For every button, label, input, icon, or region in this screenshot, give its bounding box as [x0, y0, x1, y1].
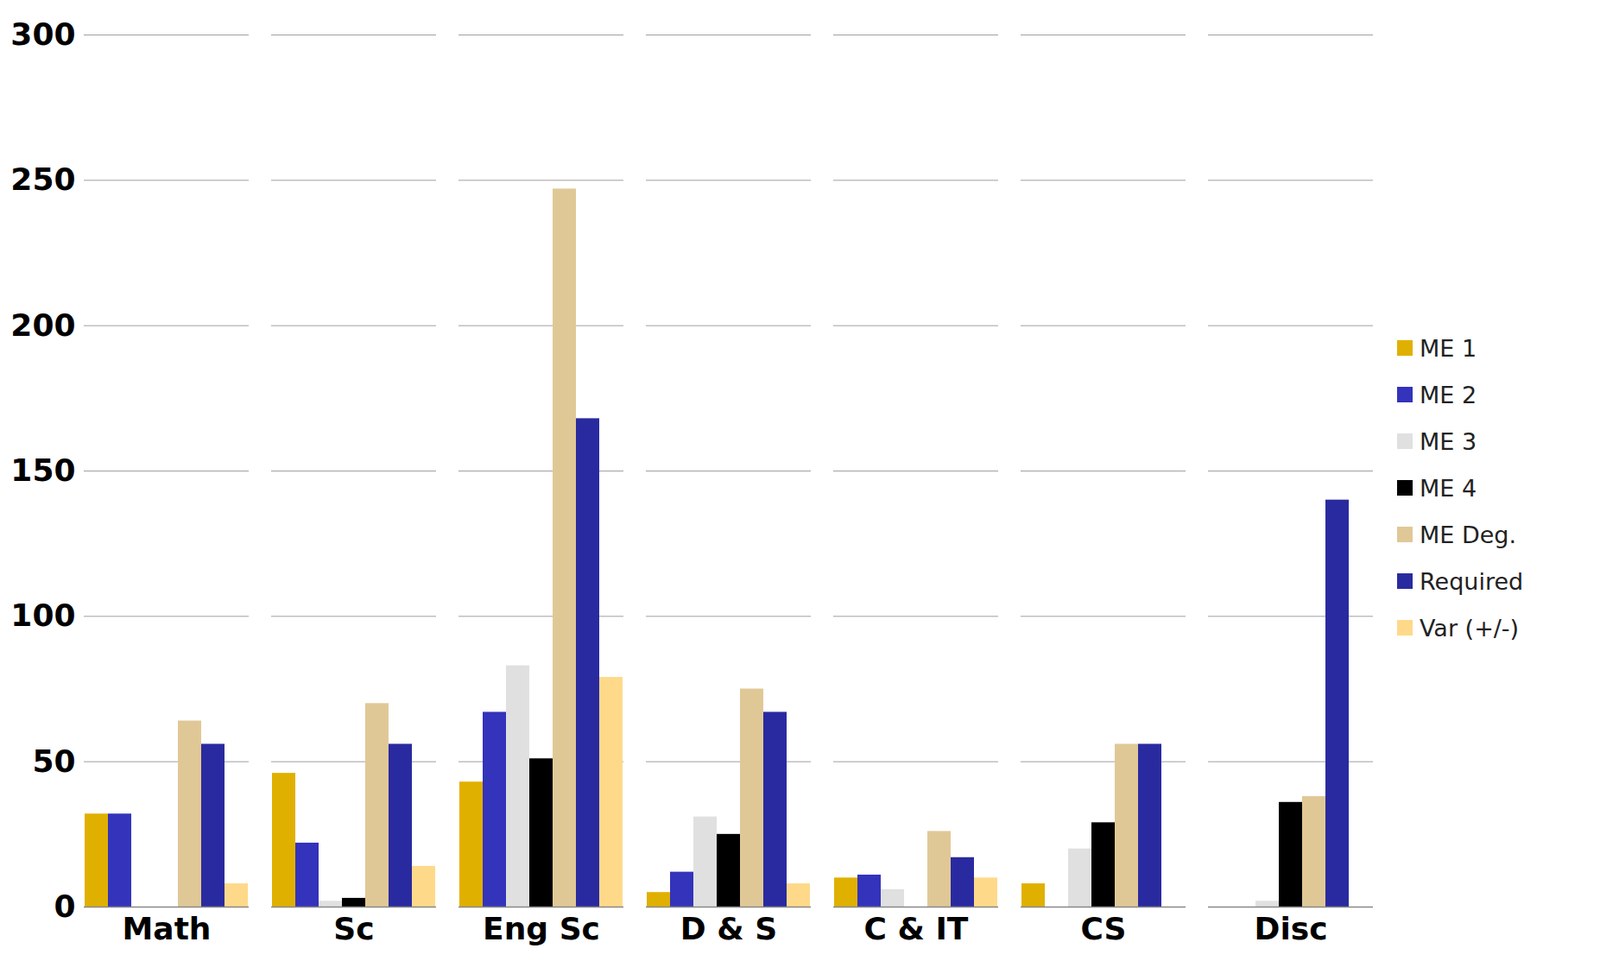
svg-text:0: 0	[53, 888, 76, 924]
svg-text:300: 300	[10, 16, 76, 52]
svg-text:C & IT: C & IT	[864, 910, 969, 947]
html-text:ME 1: ME 1	[1419, 334, 1477, 362]
svg-text:D & S: D & S	[680, 910, 778, 947]
svg-text:Math: Math	[122, 910, 212, 947]
svg-text:250: 250	[10, 161, 76, 197]
svg-text:Eng Sc: Eng Sc	[482, 910, 601, 947]
svg-text:50: 50	[31, 743, 76, 779]
svg-text:150: 150	[10, 452, 76, 488]
svg-text:Sc: Sc	[333, 910, 374, 947]
html-text:ME Deg.: ME Deg.	[1419, 521, 1517, 548]
svg-text:Disc: Disc	[1254, 910, 1329, 947]
html-text:Var (+/-): Var (+/-)	[1419, 614, 1519, 642]
html-text:ME 2: ME 2	[1419, 381, 1477, 408]
svg-text:CS: CS	[1080, 910, 1126, 947]
html-text:Required: Required	[1419, 567, 1524, 595]
html-text:ME 4: ME 4	[1419, 474, 1477, 502]
svg-text:200: 200	[10, 307, 76, 343]
svg-text:100: 100	[10, 597, 76, 633]
html-text:ME 3: ME 3	[1419, 427, 1477, 455]
